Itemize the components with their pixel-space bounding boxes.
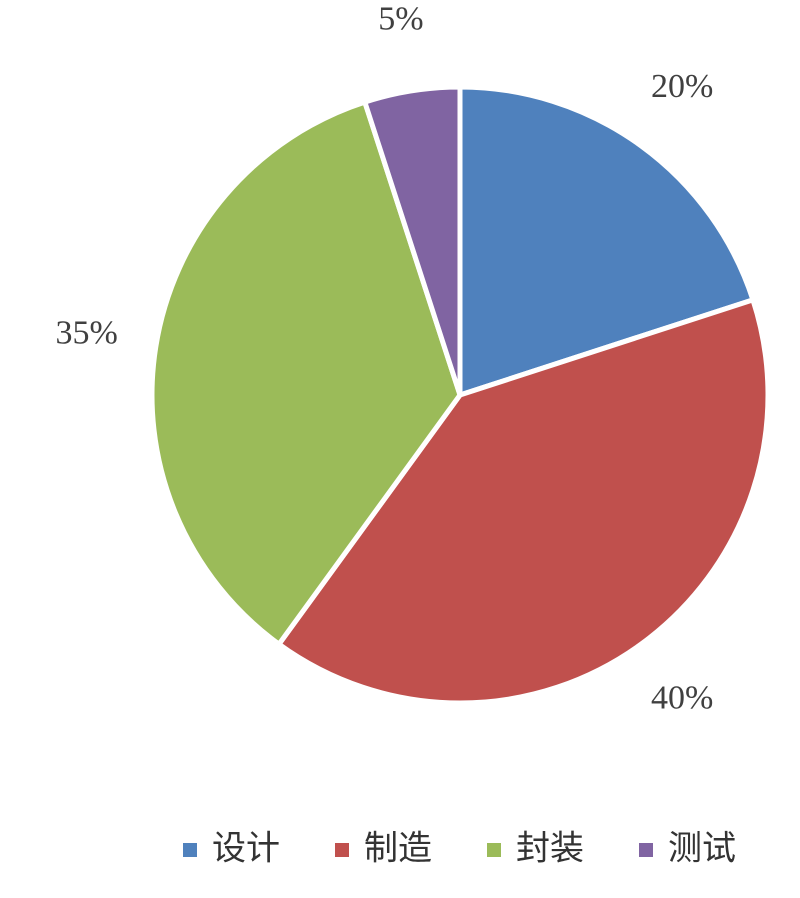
value-label: 40%	[651, 680, 713, 717]
pie-slice	[276, 297, 771, 706]
legend-label: 测试	[668, 829, 736, 869]
legend-label: 封装	[516, 829, 584, 869]
legend-swatch	[183, 843, 197, 857]
legend-swatch	[487, 843, 501, 857]
value-label: 5%	[378, 0, 423, 37]
legend-label: 制造	[364, 829, 432, 869]
legend-swatch	[335, 843, 349, 857]
pie-slice	[362, 84, 463, 398]
pie-slice	[457, 84, 756, 398]
pie-slice	[149, 99, 463, 647]
value-label: 35%	[55, 315, 117, 352]
value-label: 20%	[651, 68, 713, 105]
legend-swatch	[639, 843, 653, 857]
legend-label: 设计	[212, 829, 280, 869]
